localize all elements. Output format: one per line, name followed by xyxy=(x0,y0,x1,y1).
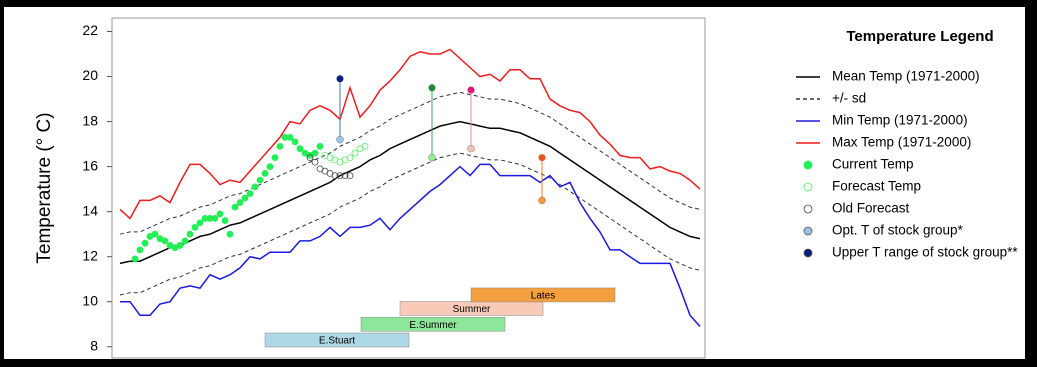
series-line xyxy=(119,48,701,220)
stock-opt xyxy=(538,196,546,205)
legend-label: Max Temp (1971-2000) xyxy=(832,135,971,150)
legend-label: +/- sd xyxy=(832,91,866,106)
stock-upper xyxy=(336,75,344,83)
legend-swatch xyxy=(803,248,813,258)
y-tick-label: 14 xyxy=(82,202,98,218)
legend-label: Current Temp xyxy=(832,157,914,172)
data-point xyxy=(286,133,294,141)
stock-bar-label: E.Stuart xyxy=(319,336,355,347)
data-point xyxy=(341,172,349,180)
data-point xyxy=(346,154,354,162)
data-point xyxy=(316,142,324,150)
legend-label: Upper T range of stock group** xyxy=(832,245,1018,260)
legend-swatch xyxy=(803,160,813,170)
data-point xyxy=(131,255,139,263)
data-point xyxy=(241,194,249,202)
data-point xyxy=(191,224,199,231)
data-point xyxy=(331,172,339,180)
stock-upper xyxy=(538,154,546,162)
data-point xyxy=(306,154,314,162)
data-point xyxy=(361,142,369,150)
legend-label: Forecast Temp xyxy=(832,179,921,194)
legend-label: Mean Temp (1971-2000) xyxy=(832,69,980,84)
series-line xyxy=(120,163,701,327)
legend-label: Min Temp (1971-2000) xyxy=(832,113,968,128)
data-point xyxy=(161,237,169,245)
data-point xyxy=(246,190,254,198)
data-point xyxy=(336,172,344,180)
data-point xyxy=(176,242,184,249)
legend-label: Old Forecast xyxy=(832,201,910,216)
data-point xyxy=(211,214,219,222)
data-point xyxy=(186,230,194,238)
data-point xyxy=(221,217,229,225)
data-point xyxy=(311,158,319,166)
stock-bar-label: Summer xyxy=(453,304,491,315)
stock-opt xyxy=(428,153,436,162)
y-tick-label: 20 xyxy=(82,67,98,83)
data-point xyxy=(291,138,299,146)
stock-upper xyxy=(467,86,475,94)
data-point xyxy=(181,237,189,245)
y-tick-label: 16 xyxy=(82,157,98,173)
data-point xyxy=(351,149,359,157)
series-line xyxy=(119,91,701,235)
stock-bar xyxy=(264,332,410,348)
series-line xyxy=(119,152,701,296)
data-point xyxy=(271,154,279,162)
series-line xyxy=(119,120,701,265)
stock-opt xyxy=(336,135,344,144)
legend-label: Opt. T of stock group* xyxy=(832,223,964,238)
data-point xyxy=(231,203,239,211)
y-tick-label: 10 xyxy=(82,292,98,308)
data-point xyxy=(311,149,319,157)
data-point xyxy=(226,230,234,238)
y-tick-label: 8 xyxy=(90,337,98,353)
stock-upper xyxy=(428,84,436,92)
data-point xyxy=(136,246,144,254)
stock-opt xyxy=(467,144,475,153)
data-point xyxy=(216,210,224,218)
stock-bar xyxy=(360,316,506,332)
data-point xyxy=(296,145,304,152)
legend-title: Temperature Legend xyxy=(846,28,993,45)
stock-bar-label: E.Summer xyxy=(409,320,457,331)
stock-bar xyxy=(470,287,616,303)
data-point xyxy=(151,230,159,238)
stock-bar-label: Lates xyxy=(531,291,555,302)
data-point xyxy=(141,239,149,247)
legend-swatch xyxy=(803,226,813,236)
legend-swatch xyxy=(803,182,813,192)
y-tick-label: 18 xyxy=(82,112,98,128)
data-point xyxy=(256,176,264,184)
y-tick-label: 12 xyxy=(82,247,98,263)
y-tick-label: 22 xyxy=(82,22,98,38)
data-point xyxy=(276,142,284,150)
plot-frame xyxy=(111,17,706,359)
data-point xyxy=(266,163,274,171)
data-point xyxy=(236,199,244,207)
legend-swatch xyxy=(803,204,813,214)
y-axis-label: Temperature (° C) xyxy=(34,112,55,263)
data-point xyxy=(196,219,204,227)
data-point xyxy=(261,169,269,177)
data-point xyxy=(251,183,259,191)
data-point xyxy=(346,172,354,180)
